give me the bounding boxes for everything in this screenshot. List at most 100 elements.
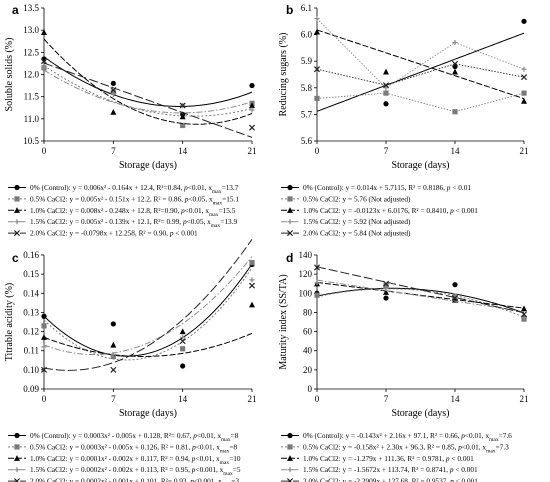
data-point [520, 74, 528, 81]
data-point [452, 109, 458, 115]
legend-entry: 1.5% CaCl2: y = 0.005x² - 0.139x + 12.1,… [8, 217, 238, 229]
x-tick-label: 14 [451, 394, 461, 404]
legend-label: 1.0% CaCl2: y = -1.279x + 111.36, R² = 0… [303, 454, 474, 463]
legend-entry: 1.0% CaCl2: y = -1.279x + 111.36, R² = 0… [281, 454, 474, 463]
legend-label: 2.0% CaCl2: y = 5.84 (Not adjusted) [303, 229, 411, 238]
data-point [383, 68, 389, 75]
y-tick-label: 6.1 [301, 3, 312, 13]
series-2 [41, 29, 255, 125]
data-point [521, 18, 527, 24]
data-point [180, 334, 186, 340]
trend-line [316, 32, 525, 112]
legend-marker [14, 219, 20, 225]
trend-line [43, 239, 253, 371]
y-tick-label: 0.15 [23, 269, 39, 279]
data-point [248, 124, 256, 131]
y-tick-label: 0 [308, 384, 313, 394]
x-axis-title: Storage (days) [119, 160, 177, 171]
y-tick-label: 13.5 [23, 3, 39, 13]
data-point [110, 86, 117, 94]
data-point [314, 28, 320, 35]
data-point [521, 90, 527, 96]
x-tick-label: 0 [315, 394, 320, 404]
trend-line [43, 65, 253, 117]
legend-entry: 0.5% CaCl2: y = 5.76 (Not adjusted) [281, 194, 411, 203]
data-point [110, 341, 117, 348]
x-tick-label: 21 [520, 394, 529, 404]
data-point [248, 282, 256, 289]
y-tick-label: 140 [299, 250, 313, 260]
legend-label: 1.0% CaCl2: y = -0.0123x + 6.0176, R² = … [303, 206, 478, 215]
legend-marker [287, 444, 293, 450]
data-point [451, 60, 459, 67]
y-axis-title: Maturity index (SS/TA) [278, 274, 289, 369]
y-tick-label: 120 [299, 269, 313, 279]
y-tick-label: 12.5 [23, 47, 39, 57]
legend-marker [287, 184, 293, 191]
y-tick-label: 6.0 [301, 30, 313, 40]
y-tick-label: 60 [303, 327, 313, 337]
y-tick-label: 12.0 [23, 70, 39, 80]
y-tick-label: 0.16 [23, 250, 39, 260]
x-axis-title: Storage (days) [391, 160, 449, 171]
legend-label: 0.5% CaCl2: y = -0.158x² + 2.30x + 96.3,… [303, 442, 509, 454]
y-tick-label: 100 [299, 288, 313, 298]
y-tick-label: 5.8 [301, 83, 313, 93]
legend-entry: 0% (Control): y = 0.014x + 5.7115, R² = … [281, 183, 471, 192]
data-point [451, 295, 459, 302]
connect-line [316, 63, 525, 86]
legend-label: 0.5% CaCl2: y = 0.0003x² - 0.005x + 0.12… [30, 442, 238, 454]
series-1 [41, 65, 255, 129]
data-point [383, 285, 389, 292]
legend-entry: 1.5% CaCl2: y = 0.0002x² - 0.002x + 0.11… [8, 465, 241, 477]
series-3 [41, 256, 255, 358]
legend-label: 0% (Control): y = 0.006x² - 0.164x + 12.… [30, 183, 239, 195]
x-tick-label: 7 [111, 394, 116, 404]
legend-label: 1.0% CaCl2: y = 0.0001x² - 0.002x + 0.11… [30, 454, 241, 466]
series-2 [41, 301, 255, 357]
legend-marker [14, 432, 20, 439]
data-point [452, 282, 458, 288]
legend-entry: 1.0% CaCl2: y = 0.008x² - 0.248x + 12.8,… [8, 206, 236, 218]
legend-label: 0% (Control): y = 0.014x + 5.7115, R² = … [303, 183, 471, 192]
legend-entry: 1.0% CaCl2: y = -0.0123x + 6.0176, R² = … [281, 206, 478, 215]
data-point [179, 328, 186, 335]
data-point [179, 338, 186, 345]
series-4 [40, 239, 256, 373]
panel-letter: a [12, 3, 19, 17]
x-tick-label: 0 [42, 146, 47, 156]
legend-label: 1.5% CaCl2: y = -1.5672x + 113.74, R² = … [303, 465, 478, 474]
data-point [40, 366, 48, 373]
legend-marker [14, 444, 20, 450]
x-tick-label: 21 [520, 146, 529, 156]
legend-marker [14, 467, 20, 473]
x-axis-title: Storage (days) [391, 408, 449, 419]
data-point [41, 344, 47, 350]
data-point [110, 366, 117, 373]
data-point [383, 295, 389, 301]
y-tick-label: 0.14 [23, 288, 39, 298]
legend-label: 0% (Control): y = 0.0003x² - 0.005x + 0.… [30, 431, 239, 443]
data-point [452, 39, 458, 46]
data-point [383, 283, 389, 289]
legend-label: 0.5% CaCl2: y = 0.005x² - 0.151x + 12.2,… [30, 194, 239, 206]
data-point [249, 102, 255, 109]
legend-entry: 0.5% CaCl2: y = -0.158x² + 2.30x + 96.3,… [281, 442, 509, 454]
x-tick-label: 7 [384, 394, 389, 404]
data-point [314, 292, 320, 298]
legend-label: 1.5% CaCl2: y = 0.005x² - 0.139x + 12.1,… [30, 217, 238, 229]
legend-label: 2.0% CaCl2: y = 0.0002x² - 0.001x + 0.10… [30, 477, 239, 482]
legend-entry: 1.5% CaCl2: y = -1.5672x + 113.74, R² = … [281, 465, 478, 474]
data-point [314, 95, 320, 102]
x-tick-label: 0 [315, 146, 320, 156]
data-point [179, 102, 186, 109]
legend-entry: 0% (Control): y = -0.143x² + 2.16x + 97.… [281, 431, 512, 443]
trend-line [316, 288, 525, 318]
x-axis-title: Storage (days) [119, 408, 177, 419]
series-1 [314, 283, 527, 322]
data-point [180, 122, 186, 129]
y-tick-label: 13.0 [23, 25, 39, 35]
x-tick-label: 21 [248, 394, 257, 404]
legend-marker [287, 467, 293, 473]
